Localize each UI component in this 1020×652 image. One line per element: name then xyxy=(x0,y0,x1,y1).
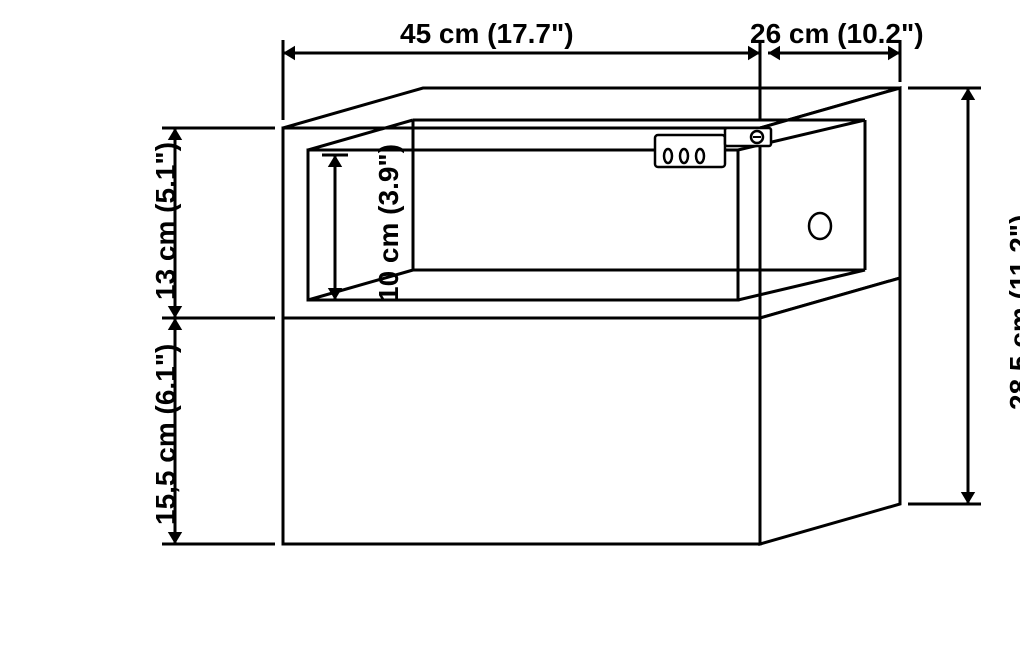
dim-label-height-15-5: 15,5 cm (6.1") xyxy=(150,344,182,525)
dim-label-height-13: 13 cm (5.1") xyxy=(150,142,182,300)
drawing-svg xyxy=(0,0,1020,652)
dim-label-height-10: 10 cm (3.9") xyxy=(373,144,405,302)
dim-label-height-28-5: 28,5 cm (11.2") xyxy=(1004,215,1020,410)
diagram-stage: 45 cm (17.7") 26 cm (10.2") 13 cm (5.1")… xyxy=(0,0,1020,652)
dim-label-depth-26: 26 cm (10.2") xyxy=(750,18,924,50)
dim-label-width-45: 45 cm (17.7") xyxy=(400,18,574,50)
